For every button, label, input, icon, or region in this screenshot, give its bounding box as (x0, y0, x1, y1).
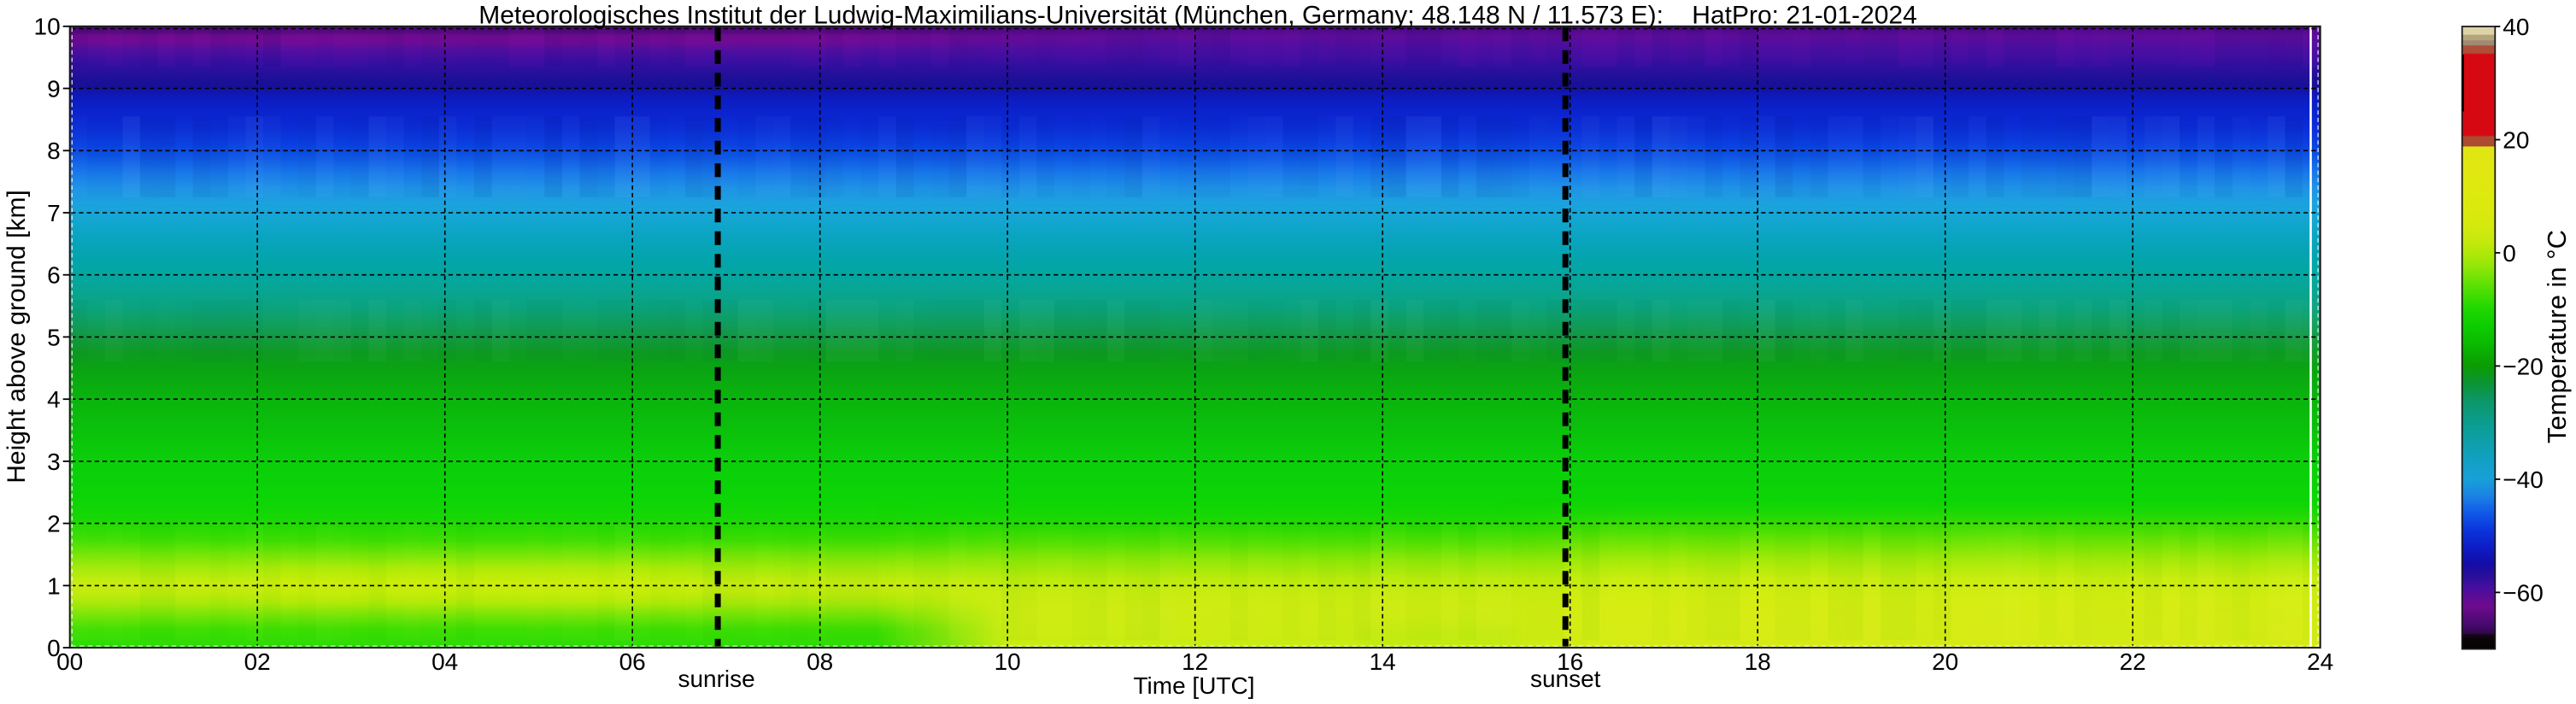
svg-text:06: 06 (619, 648, 646, 675)
svg-text:14: 14 (1370, 648, 1396, 675)
svg-text:40: 40 (2503, 14, 2529, 40)
svg-text:20: 20 (2503, 126, 2529, 153)
svg-text:04: 04 (431, 648, 458, 675)
svg-text:0: 0 (2503, 240, 2516, 267)
svg-text:8: 8 (47, 138, 61, 164)
svg-text:sunrise: sunrise (678, 666, 754, 692)
svg-text:3: 3 (47, 449, 61, 475)
svg-text:Time [UTC]: Time [UTC] (1133, 672, 1254, 699)
svg-text:24: 24 (2307, 648, 2333, 675)
svg-text:6: 6 (47, 262, 61, 289)
svg-text:9: 9 (47, 75, 61, 102)
svg-text:4: 4 (47, 386, 61, 413)
svg-text:0: 0 (47, 635, 61, 661)
svg-text:5: 5 (47, 324, 61, 350)
svg-text:10: 10 (34, 14, 61, 40)
svg-text:12: 12 (1182, 648, 1208, 675)
svg-text:16: 16 (1557, 648, 1583, 675)
svg-text:20: 20 (1932, 648, 1958, 675)
svg-text:08: 08 (807, 648, 833, 675)
svg-text:sunset: sunset (1530, 666, 1601, 692)
svg-text:−40: −40 (2503, 466, 2544, 493)
svg-text:7: 7 (47, 200, 61, 226)
svg-text:02: 02 (244, 648, 271, 675)
svg-text:22: 22 (2120, 648, 2146, 675)
svg-text:Meteorologisches Institut der: Meteorologisches Institut der Ludwig-Max… (478, 2, 1917, 30)
svg-text:10: 10 (995, 648, 1021, 675)
svg-text:−60: −60 (2503, 579, 2544, 606)
svg-text:00: 00 (56, 648, 83, 675)
svg-text:1: 1 (47, 572, 61, 599)
svg-text:Temperature in °C: Temperature in °C (2542, 230, 2572, 443)
svg-text:−20: −20 (2503, 353, 2544, 379)
svg-text:2: 2 (47, 511, 61, 537)
svg-text:18: 18 (1745, 648, 1771, 675)
svg-text:Height above ground [km]: Height above ground [km] (3, 190, 31, 484)
